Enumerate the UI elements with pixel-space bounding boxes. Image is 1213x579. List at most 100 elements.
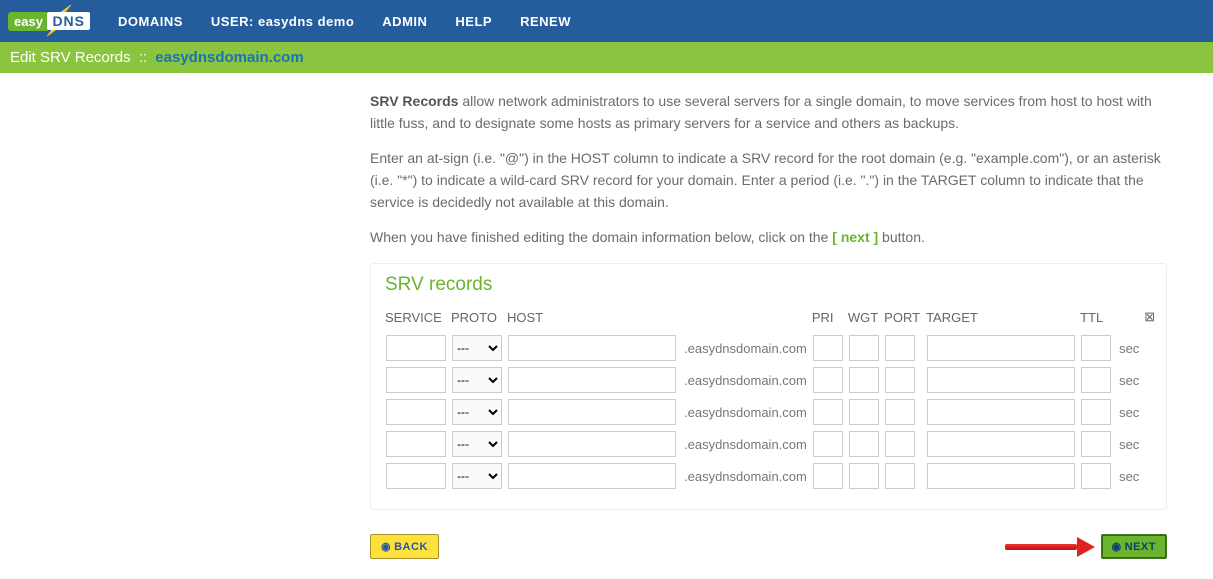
target-input[interactable]: [927, 399, 1075, 425]
nav-user-prefix: USER:: [211, 14, 254, 29]
host-input[interactable]: [508, 399, 676, 425]
port-input[interactable]: [885, 463, 915, 489]
port-input[interactable]: [885, 399, 915, 425]
service-input[interactable]: [386, 463, 446, 489]
wgt-input[interactable]: [849, 367, 879, 393]
title-separator: ::: [135, 49, 151, 66]
srv-row: --- .easydnsdomain.com sec: [383, 335, 1159, 361]
nav-help[interactable]: HELP: [455, 14, 492, 29]
col-delete[interactable]: ⊠: [1142, 310, 1159, 329]
back-button-label: BACK: [394, 541, 428, 553]
col-ttl: TTL: [1078, 310, 1142, 329]
pri-input[interactable]: [813, 367, 843, 393]
intro-p3: When you have finished editing the domai…: [370, 227, 1167, 249]
srv-records-panel: SRV records SERVICE PROTO HOST PRI WGT P…: [370, 263, 1167, 510]
ttl-input[interactable]: [1081, 367, 1111, 393]
srv-table: SERVICE PROTO HOST PRI WGT PORT TARGET T…: [383, 304, 1159, 495]
ttl-unit: sec: [1117, 405, 1139, 420]
intro-p3-post: button.: [878, 229, 925, 245]
host-input[interactable]: [508, 367, 676, 393]
nav-user[interactable]: USER: easydns demo: [211, 14, 354, 29]
srv-row: --- .easydnsdomain.com sec: [383, 431, 1159, 457]
target-input[interactable]: [927, 367, 1075, 393]
ttl-input[interactable]: [1081, 463, 1111, 489]
host-input[interactable]: [508, 431, 676, 457]
intro-p2: Enter an at-sign (i.e. "@") in the HOST …: [370, 148, 1167, 213]
next-button-label: NEXT: [1125, 541, 1156, 553]
host-suffix: .easydnsdomain.com: [682, 373, 807, 388]
ttl-unit: sec: [1117, 373, 1139, 388]
intro-p1: SRV Records allow network administrators…: [370, 91, 1167, 134]
pri-input[interactable]: [813, 431, 843, 457]
proto-select[interactable]: ---: [452, 463, 502, 489]
srv-row: --- .easydnsdomain.com sec: [383, 399, 1159, 425]
ttl-input[interactable]: [1081, 335, 1111, 361]
button-row: ◉ BACK ◉ NEXT: [370, 534, 1167, 559]
target-input[interactable]: [927, 335, 1075, 361]
pri-input[interactable]: [813, 335, 843, 361]
service-input[interactable]: [386, 367, 446, 393]
col-target: TARGET: [924, 310, 1078, 329]
arrow-annotation: [1005, 538, 1095, 556]
ttl-unit: sec: [1117, 437, 1139, 452]
col-host: HOST: [505, 310, 810, 329]
nav-renew[interactable]: RENEW: [520, 14, 571, 29]
nav-user-name: easydns demo: [258, 14, 354, 29]
pri-input[interactable]: [813, 463, 843, 489]
top-nav: easy ⚡ DNS DOMAINS USER: easydns demo AD…: [0, 0, 1213, 42]
host-input[interactable]: [508, 335, 676, 361]
ttl-unit: sec: [1117, 341, 1139, 356]
target-input[interactable]: [927, 431, 1075, 457]
proto-select[interactable]: ---: [452, 399, 502, 425]
port-input[interactable]: [885, 335, 915, 361]
srv-row: --- .easydnsdomain.com sec: [383, 367, 1159, 393]
nav-domains[interactable]: DOMAINS: [118, 14, 183, 29]
proto-select[interactable]: ---: [452, 431, 502, 457]
host-suffix: .easydnsdomain.com: [682, 437, 807, 452]
wgt-input[interactable]: [849, 399, 879, 425]
service-input[interactable]: [386, 335, 446, 361]
next-button[interactable]: ◉ NEXT: [1101, 534, 1167, 559]
arrow-line: [1005, 544, 1077, 550]
next-arrow-icon: ◉: [1112, 540, 1122, 553]
col-service: SERVICE: [383, 310, 449, 329]
col-pri: PRI: [810, 310, 846, 329]
srv-header-row: SERVICE PROTO HOST PRI WGT PORT TARGET T…: [383, 310, 1159, 329]
col-port: PORT: [882, 310, 924, 329]
wgt-input[interactable]: [849, 463, 879, 489]
back-button[interactable]: ◉ BACK: [370, 534, 439, 559]
wgt-input[interactable]: [849, 335, 879, 361]
srv-row: --- .easydnsdomain.com sec: [383, 463, 1159, 489]
page-title: Edit SRV Records: [10, 49, 131, 66]
col-proto: PROTO: [449, 310, 505, 329]
main-content: SRV Records allow network administrators…: [0, 73, 1213, 579]
service-input[interactable]: [386, 399, 446, 425]
target-input[interactable]: [927, 463, 1075, 489]
host-suffix: .easydnsdomain.com: [682, 341, 807, 356]
pri-input[interactable]: [813, 399, 843, 425]
port-input[interactable]: [885, 367, 915, 393]
arrow-head-icon: [1077, 537, 1095, 557]
proto-select[interactable]: ---: [452, 367, 502, 393]
intro-p3-pre: When you have finished editing the domai…: [370, 229, 832, 245]
host-input[interactable]: [508, 463, 676, 489]
ttl-input[interactable]: [1081, 399, 1111, 425]
intro-p1-rest: allow network administrators to use seve…: [370, 93, 1152, 131]
back-arrow-icon: ◉: [381, 540, 391, 553]
host-suffix: .easydnsdomain.com: [682, 469, 807, 484]
wgt-input[interactable]: [849, 431, 879, 457]
nav-admin[interactable]: ADMIN: [382, 14, 427, 29]
proto-select[interactable]: ---: [452, 335, 502, 361]
col-wgt: WGT: [846, 310, 882, 329]
port-input[interactable]: [885, 431, 915, 457]
panel-title: SRV records: [385, 274, 1154, 296]
current-domain[interactable]: easydnsdomain.com: [155, 49, 303, 66]
logo-dns: DNS: [47, 12, 90, 30]
next-inline-link[interactable]: [ next ]: [832, 229, 878, 245]
ttl-unit: sec: [1117, 469, 1139, 484]
intro-p1-bold: SRV Records: [370, 93, 458, 109]
service-input[interactable]: [386, 431, 446, 457]
logo[interactable]: easy ⚡ DNS: [8, 6, 90, 36]
ttl-input[interactable]: [1081, 431, 1111, 457]
host-suffix: .easydnsdomain.com: [682, 405, 807, 420]
